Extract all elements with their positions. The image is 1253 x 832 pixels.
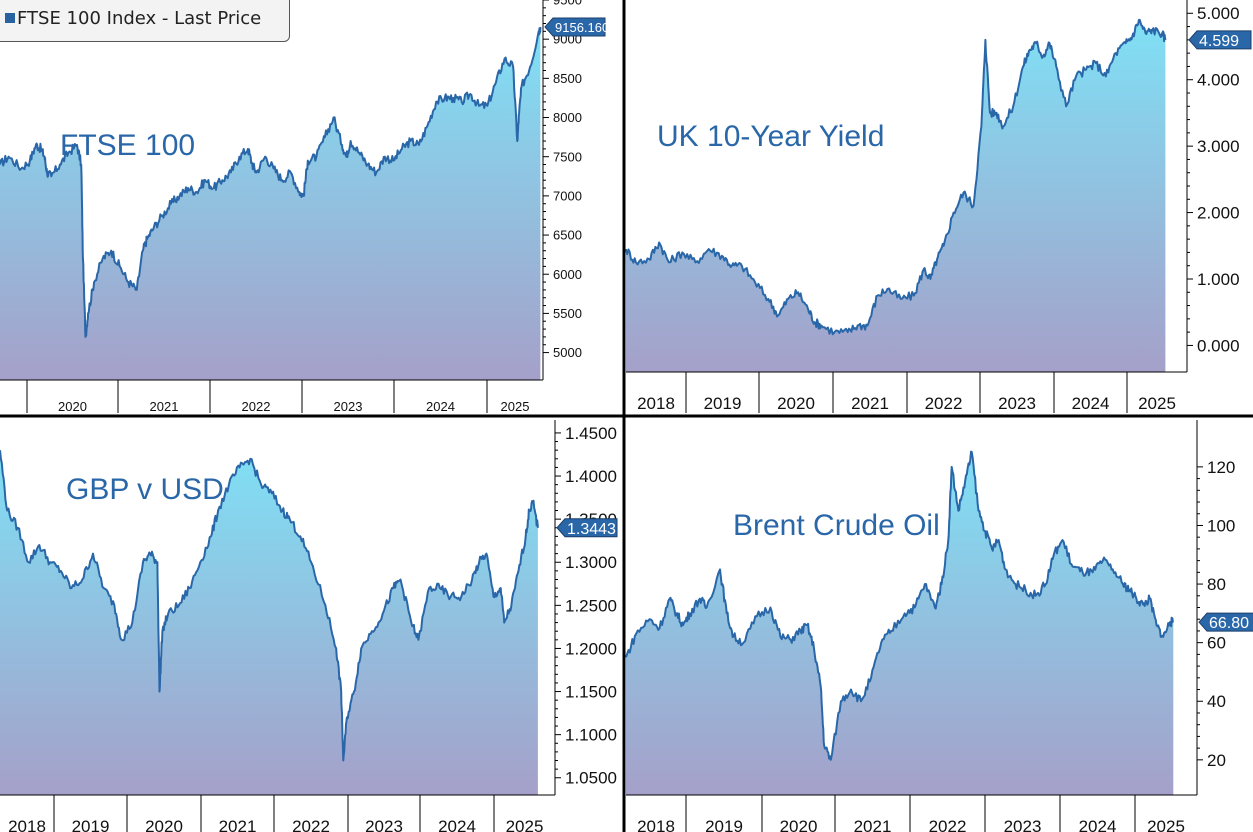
y-tick-label: 6000 xyxy=(553,267,582,282)
x-tick-label: 2024 xyxy=(1072,394,1110,413)
panel-3-title: GBP v USD xyxy=(66,473,224,506)
last-value-badge xyxy=(1188,30,1252,50)
y-tick-label: 100 xyxy=(1207,516,1235,535)
series-area xyxy=(0,450,538,795)
x-tick-label: 2021 xyxy=(219,817,257,832)
y-tick-label: 6500 xyxy=(553,228,582,243)
y-tick-label: 2.000 xyxy=(1197,204,1240,223)
y-tick-label: 5500 xyxy=(553,306,582,321)
last-value-badge xyxy=(556,518,618,538)
x-tick-label: 2024 xyxy=(426,399,455,414)
x-tick-label: 2024 xyxy=(1079,817,1117,832)
y-tick-label: 1.1500 xyxy=(565,683,617,702)
y-tick-label: 1.1000 xyxy=(565,726,617,745)
x-tick-label: 2021 xyxy=(851,394,889,413)
x-tick-label: 2020 xyxy=(780,817,818,832)
panel-4: 20 40 60 80 100 120 2018 2019 2020 2021 2022 2023 20… xyxy=(625,420,1253,832)
panel-1-title: FTSE 100 xyxy=(60,129,195,162)
x-tick-label: 2023 xyxy=(365,817,403,832)
x-tick-label: 2020 xyxy=(777,394,815,413)
y-tick-label: 7000 xyxy=(553,188,582,203)
y-tick-label: 1.2500 xyxy=(565,596,617,615)
y-tick-label: 120 xyxy=(1207,458,1235,477)
x-tick-label: 2025 xyxy=(1138,394,1176,413)
last-value-label: 1.3443 xyxy=(567,521,616,538)
series-area xyxy=(626,19,1166,373)
y-tick-label: 1.3000 xyxy=(565,553,617,572)
x-tick-label: 2023 xyxy=(334,399,363,414)
y-tick-label: 8500 xyxy=(553,71,582,86)
x-tick-label: 2018 xyxy=(8,817,46,832)
x-tick-label: 2025 xyxy=(506,817,544,832)
panel-4-title: Brent Crude Oil xyxy=(733,509,940,542)
last-value-badge xyxy=(544,17,606,37)
x-tick-label: 2023 xyxy=(1004,817,1042,832)
y-tick-label: 60 xyxy=(1207,634,1226,653)
series-line xyxy=(0,26,542,338)
x-tick-label: 2024 xyxy=(438,817,476,832)
y-tick-label: 8000 xyxy=(553,110,582,125)
x-tick-label: 2025 xyxy=(501,399,530,414)
x-tick-label: 2022 xyxy=(242,399,271,414)
last-value-label: 4.599 xyxy=(1199,33,1239,50)
y-tick-label: 20 xyxy=(1207,751,1226,770)
last-value-label: 66.80 xyxy=(1209,615,1249,632)
series-line xyxy=(0,450,539,762)
x-tick-label: 2019 xyxy=(72,817,110,832)
x-tick-label: 2020 xyxy=(58,399,87,414)
x-tick-label: 2023 xyxy=(998,394,1036,413)
y-tick-label: 1.4500 xyxy=(565,424,617,443)
y-tick-label: 9500 xyxy=(553,0,582,8)
y-tick-label: 1.2000 xyxy=(565,639,617,658)
x-tick-label: 2022 xyxy=(292,817,330,832)
last-value-label: 9156.160 xyxy=(555,20,609,35)
series-line xyxy=(625,18,1167,336)
x-tick-label: 2019 xyxy=(705,817,743,832)
y-tick-label: 1.4000 xyxy=(565,467,617,486)
y-tick-label: 4.000 xyxy=(1197,71,1240,90)
x-tick-label: 2019 xyxy=(704,394,742,413)
y-tick-label: 5000 xyxy=(553,345,582,360)
y-tick-label: 40 xyxy=(1207,692,1226,711)
x-tick-label: 2018 xyxy=(637,394,675,413)
series-area xyxy=(0,27,541,380)
y-tick-label: 1.000 xyxy=(1197,270,1240,289)
legend-label: FTSE 100 Index - Last Price xyxy=(17,8,262,29)
x-tick-label: 2021 xyxy=(150,399,179,414)
panel-2-title: UK 10-Year Yield xyxy=(657,120,884,153)
x-tick-label: 2022 xyxy=(929,817,967,832)
series-line xyxy=(625,450,1174,761)
x-tick-label: 2022 xyxy=(925,394,963,413)
last-value-badge xyxy=(1198,612,1253,632)
x-tick-label: 2020 xyxy=(145,817,183,832)
x-tick-label: 2021 xyxy=(854,817,892,832)
y-tick-label: 80 xyxy=(1207,575,1226,594)
panel-3: 1.05001.10001.15001.20001.25001.30001.35… xyxy=(0,420,618,832)
x-tick-label: 2018 xyxy=(637,817,675,832)
y-tick-label: 5.000 xyxy=(1197,4,1240,23)
legend-swatch xyxy=(5,13,15,23)
y-tick-label: 0.000 xyxy=(1197,336,1240,355)
panel-2: 0.000 1.000 2.000 3.000 4.000 5.000 2018 2019 20… xyxy=(625,0,1252,413)
x-tick-label: 2025 xyxy=(1147,817,1185,832)
panel-1: 5000550060006500700075008000850090009500… xyxy=(0,0,609,414)
y-tick-label: 1.0500 xyxy=(565,769,617,788)
y-tick-label: 3.000 xyxy=(1197,137,1240,156)
y-tick-label: 7500 xyxy=(553,149,582,164)
legend: FTSE 100 Index - Last Price xyxy=(0,0,290,42)
